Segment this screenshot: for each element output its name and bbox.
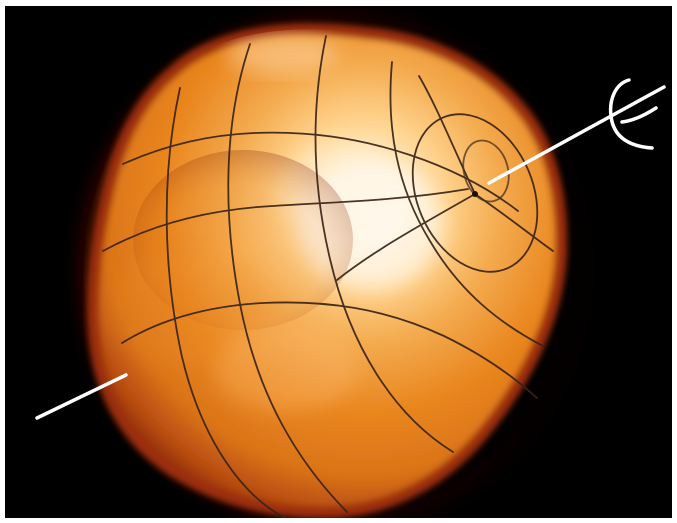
- rotation-axis-symbol: [608, 78, 658, 150]
- star-illustration: [5, 6, 672, 518]
- rotation-axis: [35, 85, 666, 420]
- image-panel: [5, 6, 672, 518]
- coordinate-grid: [102, 35, 554, 518]
